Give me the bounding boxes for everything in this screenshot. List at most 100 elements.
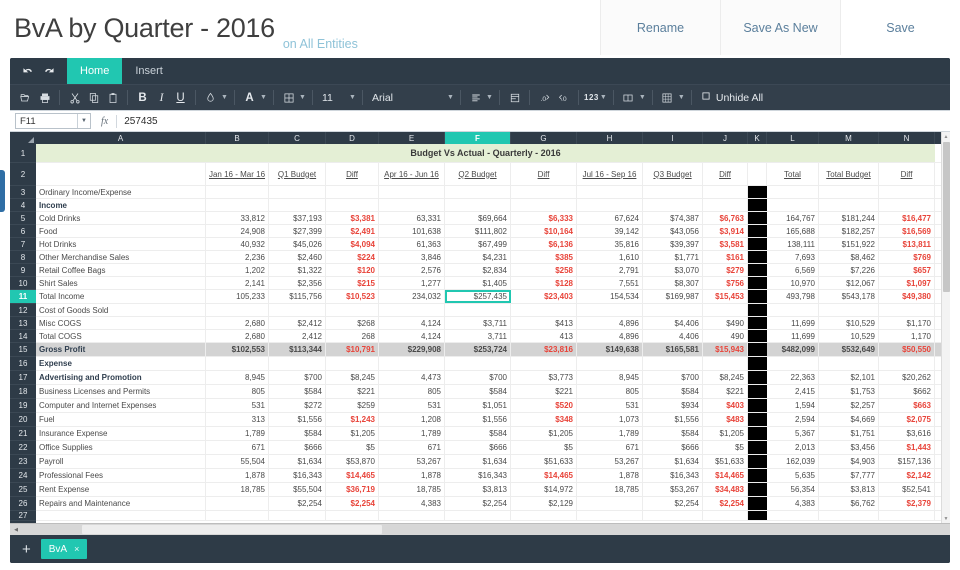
cell-F23[interactable]: $1,634 <box>445 455 511 468</box>
cell-I15[interactable]: $165,581 <box>643 343 703 356</box>
scroll-left-arrow-icon[interactable]: ◀ <box>14 526 18 533</box>
save-button[interactable]: Save <box>840 0 960 55</box>
cell-N6[interactable]: $16,569 <box>879 225 935 237</box>
cell-N25[interactable]: $52,541 <box>879 483 935 496</box>
cell-K20[interactable] <box>748 413 767 426</box>
cell-D26[interactable]: $2,254 <box>326 497 379 510</box>
cell-C17[interactable]: $700 <box>269 371 326 384</box>
merge-chevron-down-icon[interactable]: ▼ <box>638 94 646 101</box>
cell-N27[interactable] <box>879 511 935 520</box>
cell-N15[interactable]: $50,550 <box>879 343 935 356</box>
save-as-new-button[interactable]: Save As New <box>720 0 840 55</box>
unhide-all-button[interactable]: Unhide All <box>697 91 767 104</box>
cell-F20[interactable]: $1,556 <box>445 413 511 426</box>
cell-F2[interactable]: Q2 Budget <box>445 163 511 185</box>
cell-L13[interactable]: 11,699 <box>767 317 819 329</box>
cell-B3[interactable] <box>206 186 269 198</box>
cell-N11[interactable]: $49,380 <box>879 290 935 303</box>
cell-B2[interactable]: Jan 16 - Mar 16 <box>206 163 269 185</box>
cell-C23[interactable]: $1,634 <box>269 455 326 468</box>
cell-D14[interactable]: 268 <box>326 330 379 342</box>
cell-B19[interactable]: 531 <box>206 399 269 412</box>
cell-A9[interactable]: Retail Coffee Bags <box>36 264 206 276</box>
cell-M9[interactable]: $7,226 <box>819 264 879 276</box>
cell-K5[interactable] <box>748 212 767 224</box>
column-header-n[interactable]: N <box>879 132 935 144</box>
cell-F10[interactable]: $1,405 <box>445 277 511 289</box>
cell-M15[interactable]: $532,649 <box>819 343 879 356</box>
cell-N7[interactable]: $13,811 <box>879 238 935 250</box>
cell-F5[interactable]: $69,664 <box>445 212 511 224</box>
cell-A8[interactable]: Other Merchandise Sales <box>36 251 206 263</box>
font-family-select[interactable]: Arial ▼ <box>368 89 455 107</box>
row-header-16[interactable]: 16 <box>10 357 36 371</box>
cell-J12[interactable] <box>703 304 748 316</box>
cell-C18[interactable]: $584 <box>269 385 326 398</box>
cell-M17[interactable]: $2,101 <box>819 371 879 384</box>
cell-D3[interactable] <box>326 186 379 198</box>
cell-C10[interactable]: $2,356 <box>269 277 326 289</box>
cell-J3[interactable] <box>703 186 748 198</box>
cell-N18[interactable]: $662 <box>879 385 935 398</box>
cell-C2[interactable]: Q1 Budget <box>269 163 326 185</box>
cell-G14[interactable]: 413 <box>511 330 577 342</box>
cell-J10[interactable]: $756 <box>703 277 748 289</box>
cell-A20[interactable]: Fuel <box>36 413 206 426</box>
sheet-tab-bva[interactable]: BvA × <box>40 539 88 559</box>
cell-A18[interactable]: Business Licenses and Permits <box>36 385 206 398</box>
cell-C19[interactable]: $272 <box>269 399 326 412</box>
row-header-22[interactable]: 22 <box>10 441 36 455</box>
column-header-a[interactable]: A <box>36 132 206 144</box>
cut-icon[interactable] <box>65 89 84 107</box>
column-header-d[interactable]: D <box>326 132 379 144</box>
cell-J2[interactable]: Diff <box>703 163 748 185</box>
row-header-26[interactable]: 26 <box>10 497 36 511</box>
row-header-12[interactable]: 12 <box>10 304 36 317</box>
cell-B16[interactable] <box>206 357 269 370</box>
cell-E11[interactable]: 234,032 <box>379 290 445 303</box>
cell-N16[interactable] <box>879 357 935 370</box>
cell-B26[interactable] <box>206 497 269 510</box>
number-format-select[interactable]: 123 ▼ <box>584 89 608 107</box>
row-header-15[interactable]: 15 <box>10 343 36 357</box>
cell-M26[interactable]: $6,762 <box>819 497 879 510</box>
cell-H15[interactable]: $149,638 <box>577 343 643 356</box>
cell-B23[interactable]: 55,504 <box>206 455 269 468</box>
cell-B5[interactable]: 33,812 <box>206 212 269 224</box>
cell-E26[interactable]: 4,383 <box>379 497 445 510</box>
conditional-format-chevron-down-icon[interactable]: ▼ <box>677 94 685 101</box>
cell-I8[interactable]: $1,771 <box>643 251 703 263</box>
cell-M18[interactable]: $1,753 <box>819 385 879 398</box>
cell-K3[interactable] <box>748 186 767 198</box>
increase-decimal-icon[interactable]: .0 <box>535 89 554 107</box>
cell-J16[interactable] <box>703 357 748 370</box>
cell-A13[interactable]: Misc COGS <box>36 317 206 329</box>
cell-I2[interactable]: Q3 Budget <box>643 163 703 185</box>
cell-K25[interactable] <box>748 483 767 496</box>
cell-N26[interactable]: $2,379 <box>879 497 935 510</box>
row-header-24[interactable]: 24 <box>10 469 36 483</box>
cell-J15[interactable]: $15,943 <box>703 343 748 356</box>
cell-C16[interactable] <box>269 357 326 370</box>
scroll-up-arrow-icon[interactable]: ▲ <box>943 133 949 140</box>
cell-F8[interactable]: $4,231 <box>445 251 511 263</box>
cell-J26[interactable]: $2,254 <box>703 497 748 510</box>
cell-E10[interactable]: 1,277 <box>379 277 445 289</box>
cell-F14[interactable]: 3,711 <box>445 330 511 342</box>
cell-J17[interactable]: $8,245 <box>703 371 748 384</box>
cell-L18[interactable]: 2,415 <box>767 385 819 398</box>
cell-M13[interactable]: $10,529 <box>819 317 879 329</box>
cell-L22[interactable]: 2,013 <box>767 441 819 454</box>
cell-E7[interactable]: 61,363 <box>379 238 445 250</box>
row-header-7[interactable]: 7 <box>10 238 36 251</box>
cell-E15[interactable]: $229,908 <box>379 343 445 356</box>
cell-C13[interactable]: $2,412 <box>269 317 326 329</box>
cell-I14[interactable]: 4,406 <box>643 330 703 342</box>
cell-F6[interactable]: $111,802 <box>445 225 511 237</box>
fill-color-icon[interactable] <box>201 89 220 107</box>
cell-M14[interactable]: 10,529 <box>819 330 879 342</box>
cell-I13[interactable]: $4,406 <box>643 317 703 329</box>
cell-K10[interactable] <box>748 277 767 289</box>
cell-I18[interactable]: $584 <box>643 385 703 398</box>
row-header-17[interactable]: 17 <box>10 371 36 385</box>
